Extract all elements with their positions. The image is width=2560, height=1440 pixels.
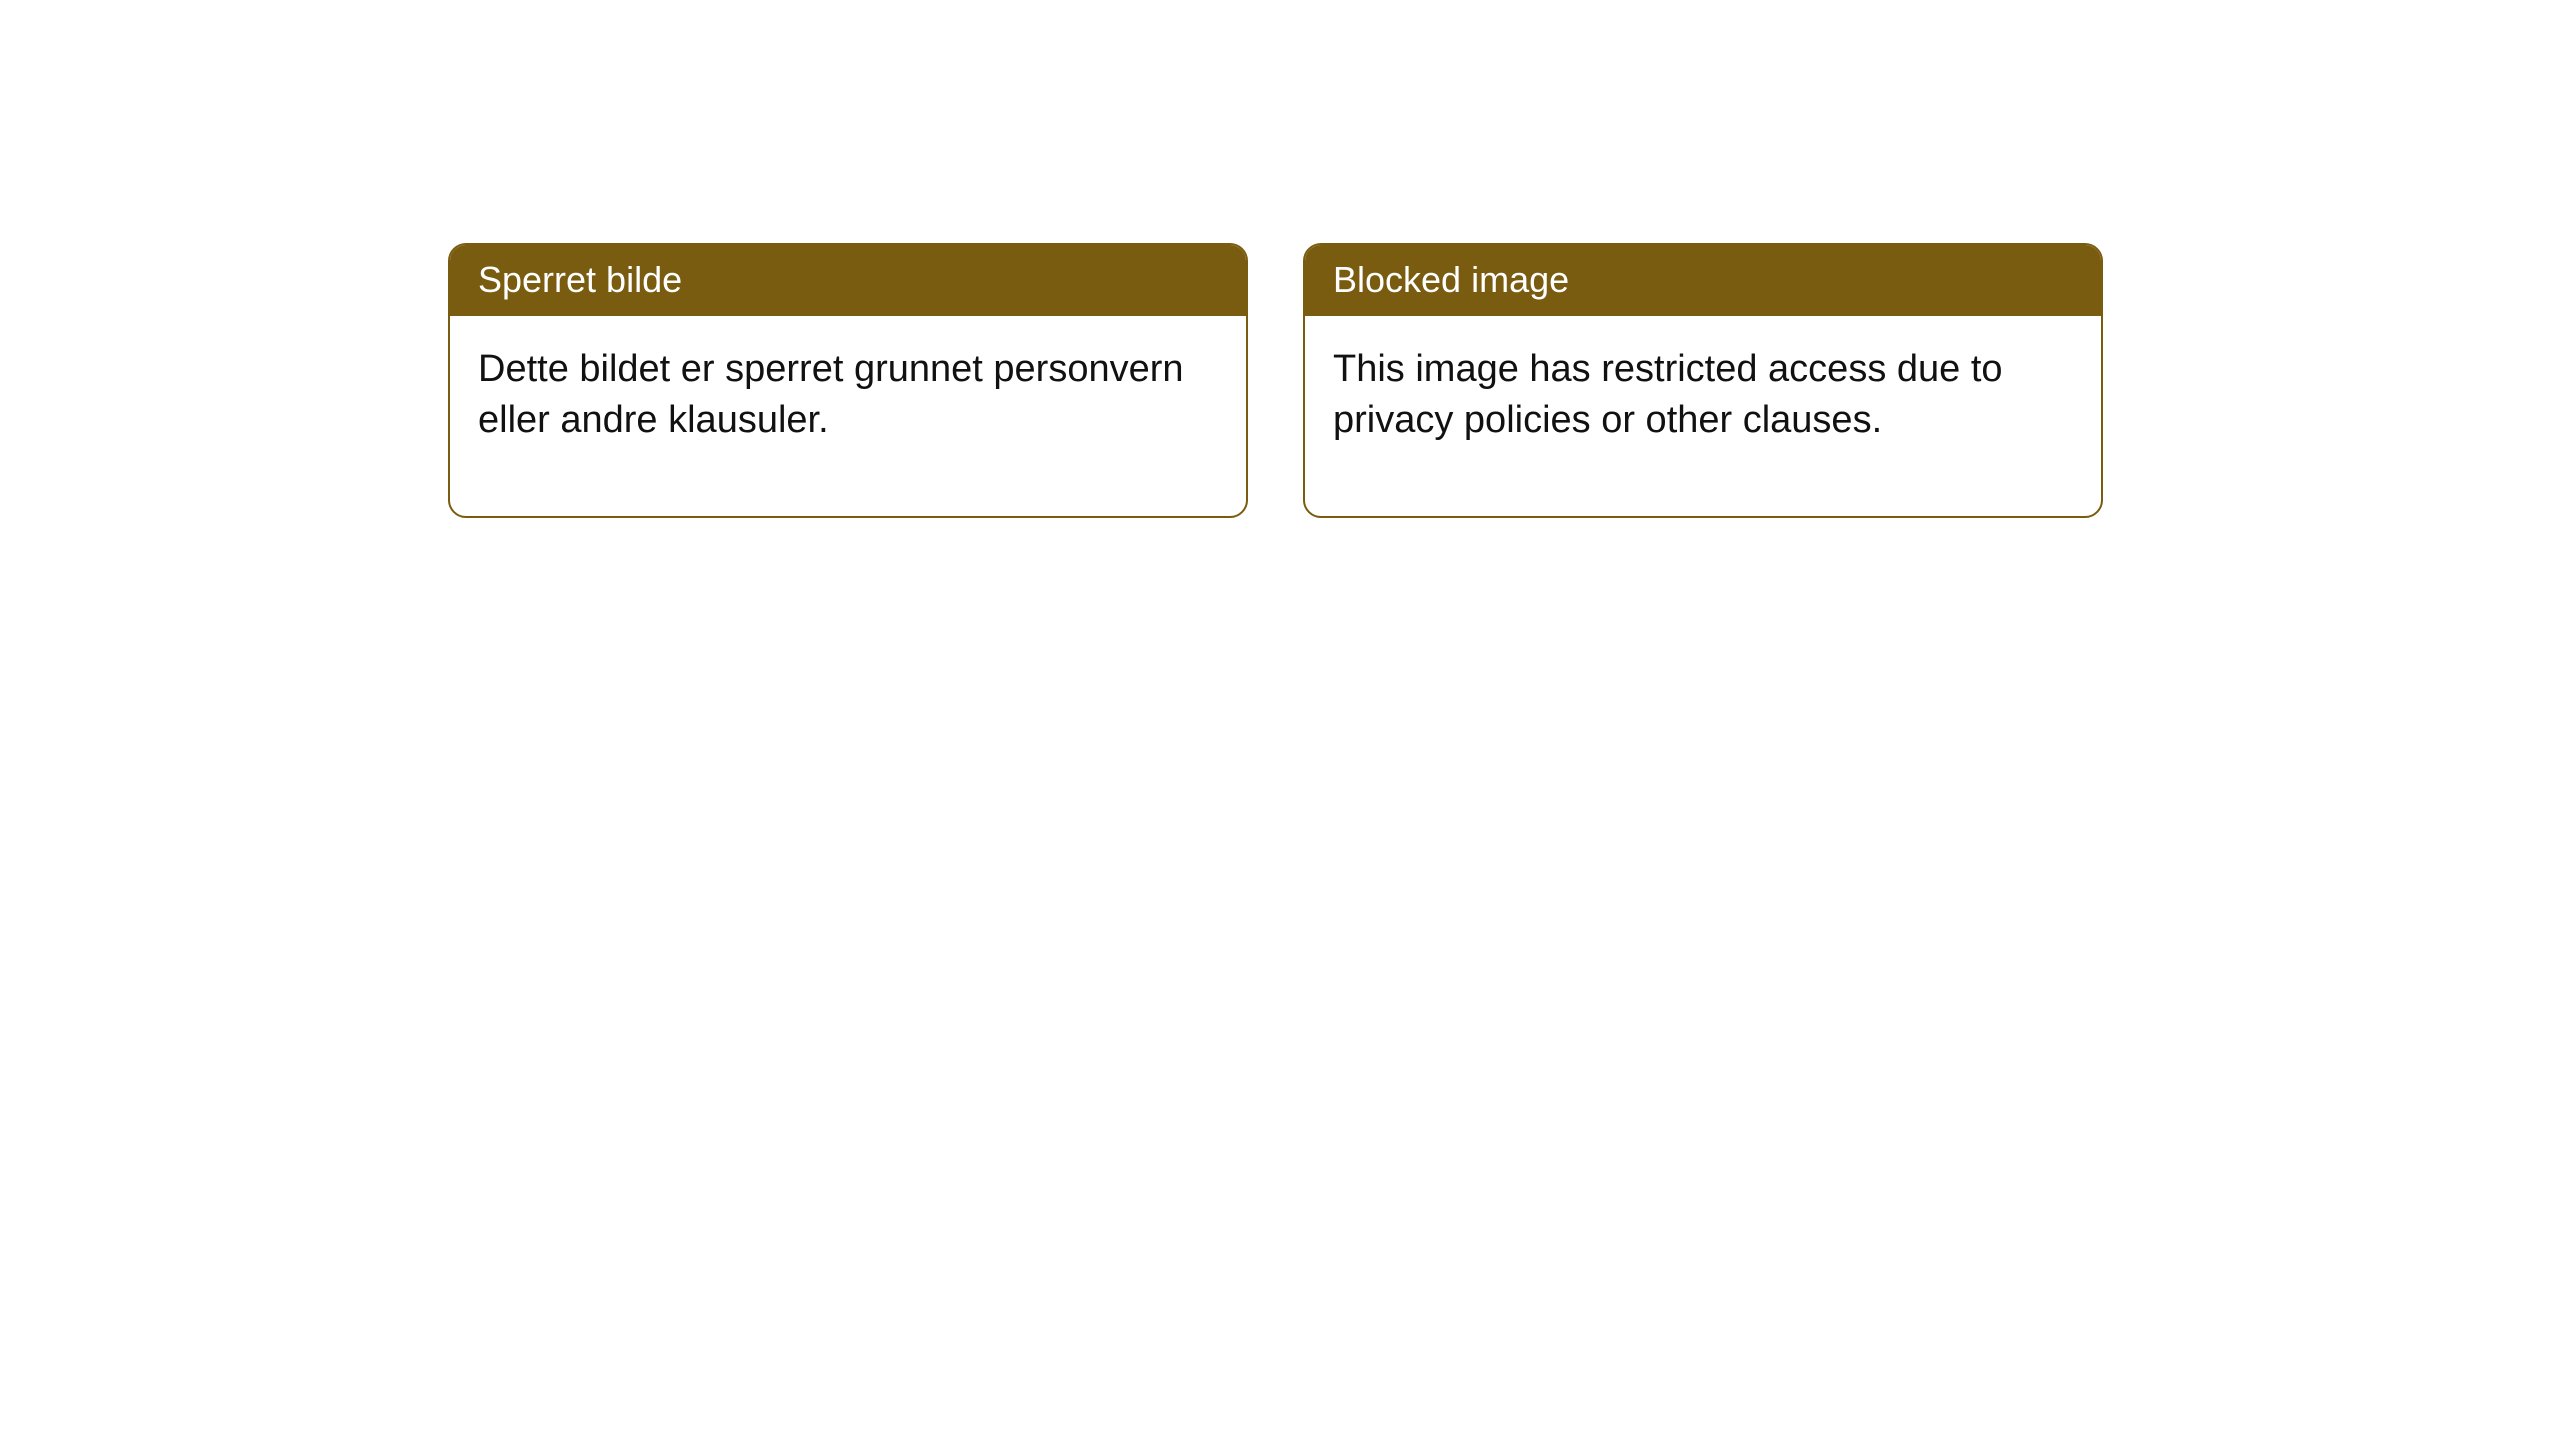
- notice-body-english: This image has restricted access due to …: [1305, 316, 2101, 517]
- notice-card-norwegian: Sperret bilde Dette bildet er sperret gr…: [448, 243, 1248, 518]
- notice-header-norwegian: Sperret bilde: [450, 245, 1246, 316]
- notice-header-english: Blocked image: [1305, 245, 2101, 316]
- notice-body-norwegian: Dette bildet er sperret grunnet personve…: [450, 316, 1246, 517]
- notice-container: Sperret bilde Dette bildet er sperret gr…: [448, 243, 2103, 518]
- notice-card-english: Blocked image This image has restricted …: [1303, 243, 2103, 518]
